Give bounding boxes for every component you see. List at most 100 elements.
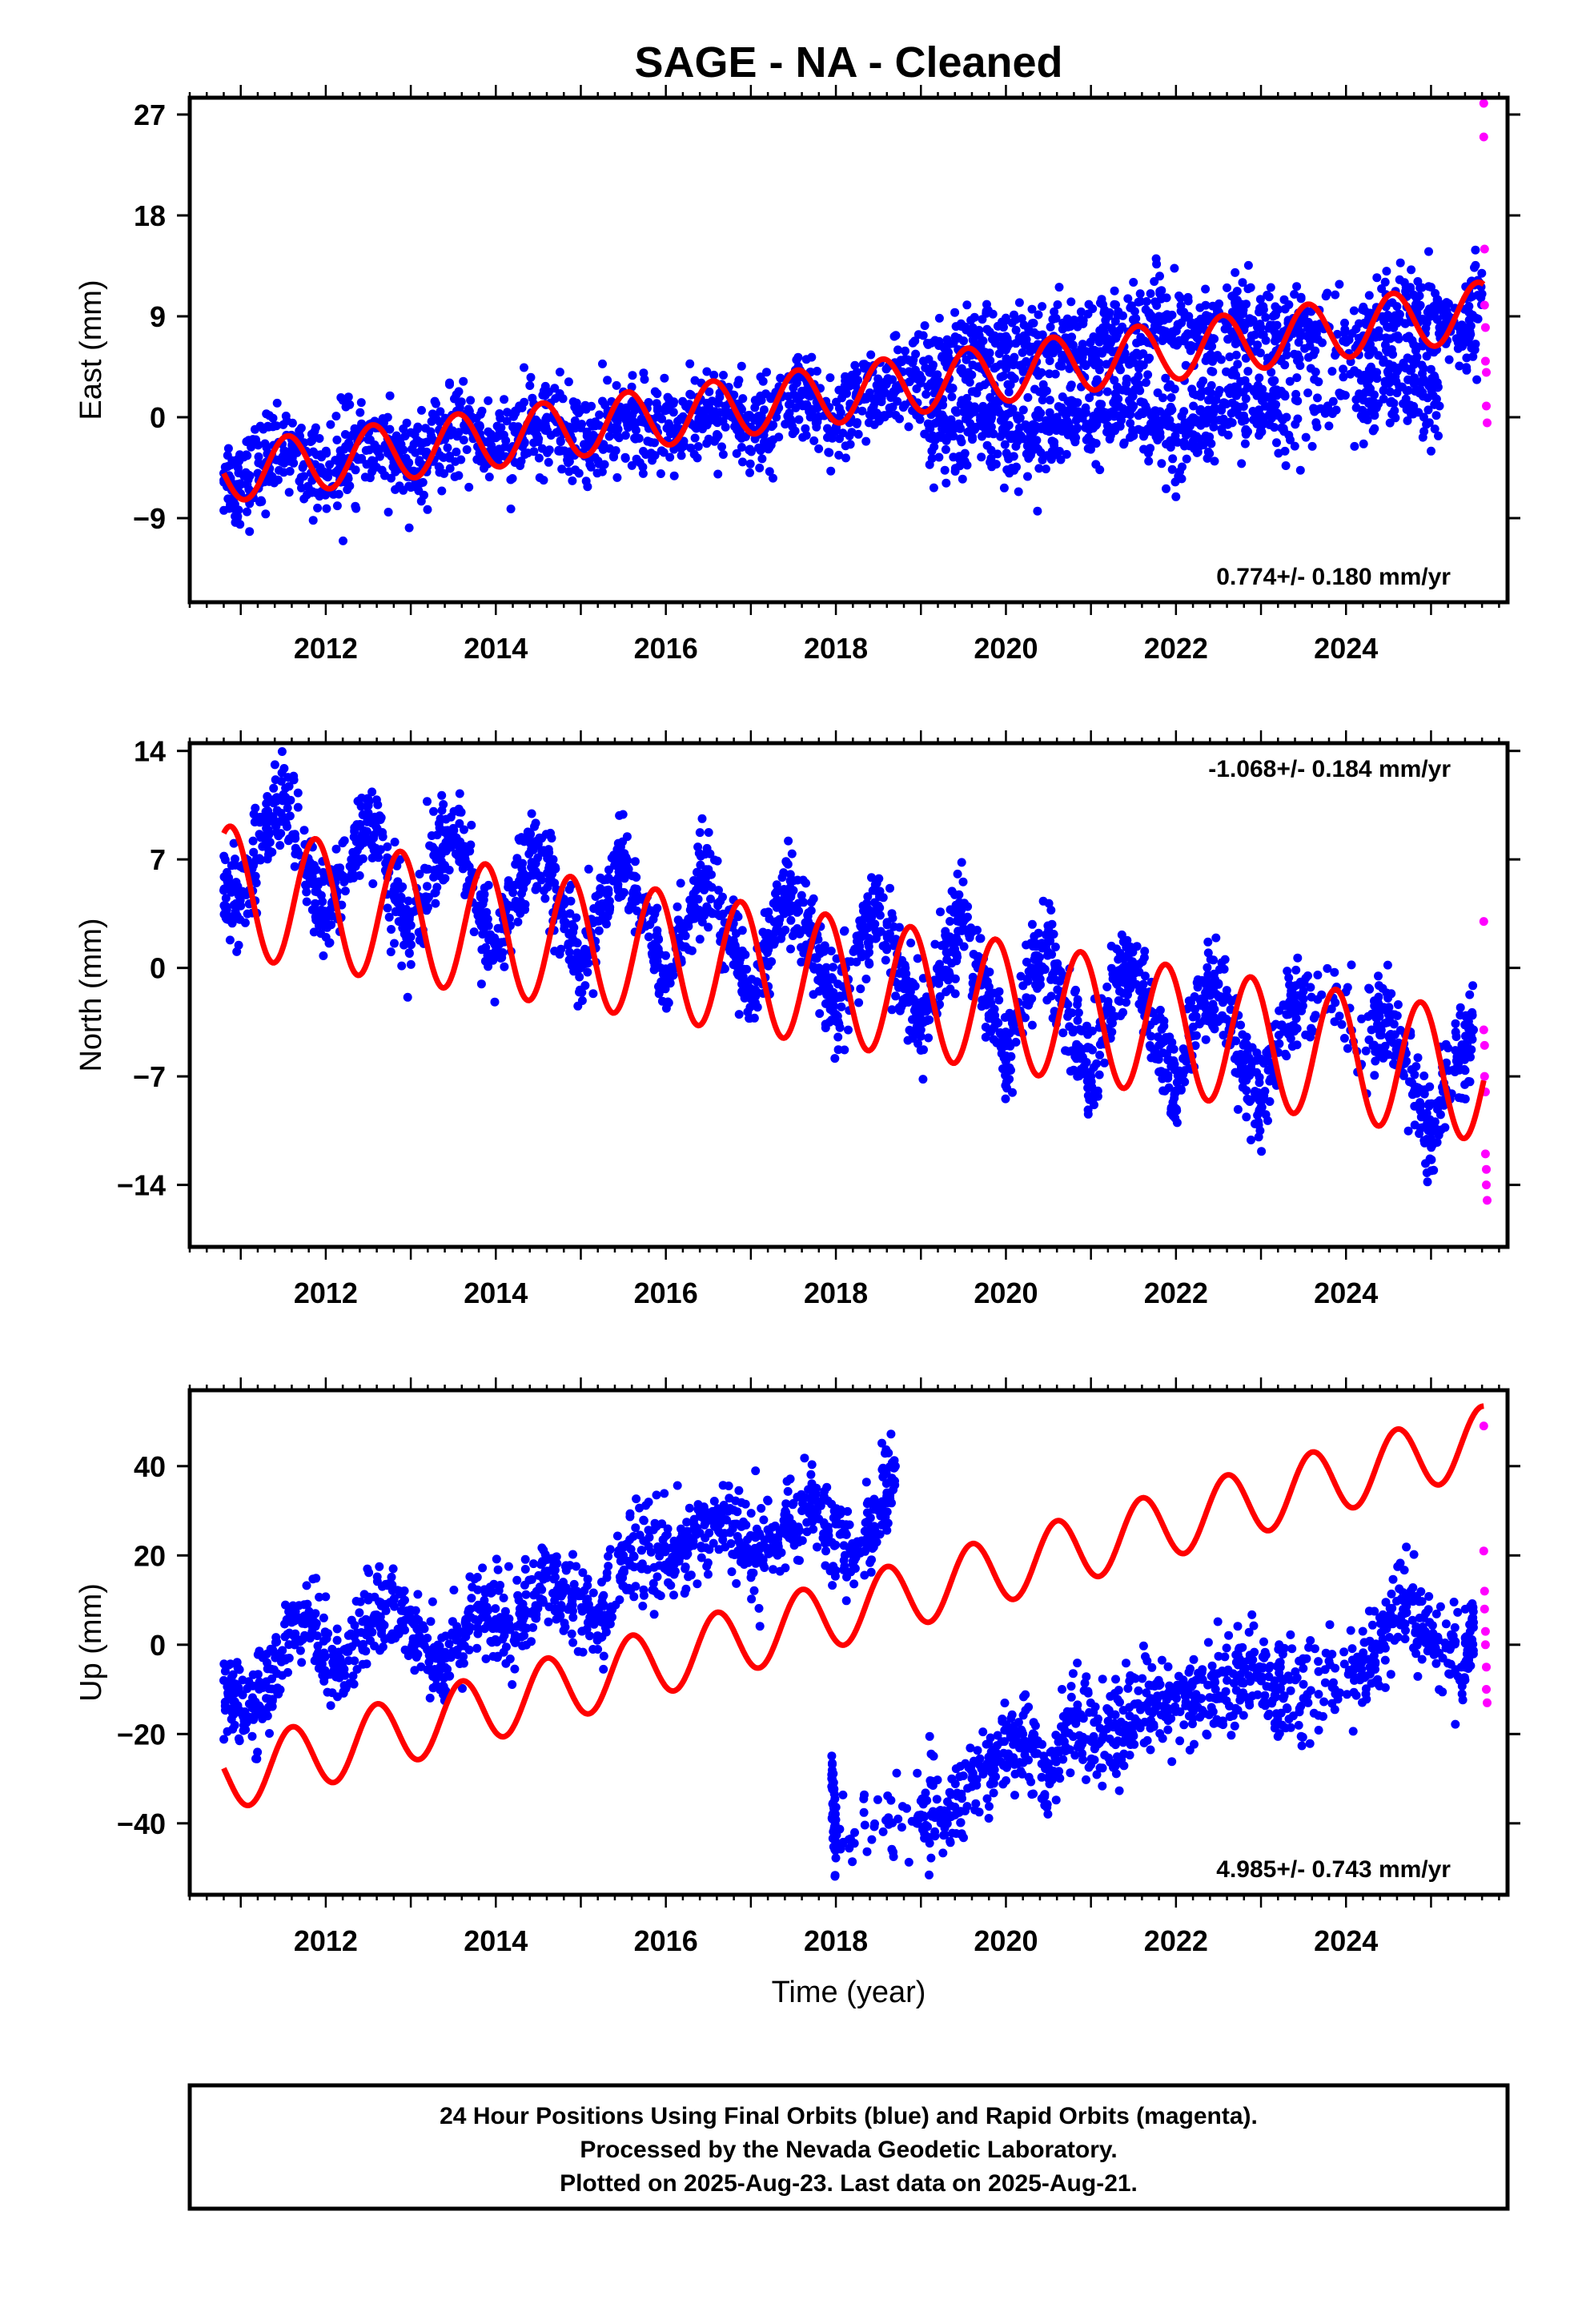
east-data-point: [1129, 278, 1138, 287]
north-data-point: [527, 809, 536, 818]
east-data-point: [769, 473, 777, 483]
north-data-point: [432, 883, 442, 892]
north-data-point: [907, 978, 917, 987]
north-data-point: [383, 903, 392, 913]
north-data-point: [584, 864, 593, 874]
north-series-final-orbits: [219, 747, 1478, 1187]
east-data-point: [1146, 289, 1155, 299]
east-data-point: [531, 415, 540, 424]
north-data-point: [840, 926, 849, 935]
north-data-point: [854, 937, 864, 947]
east-data-point: [1161, 373, 1170, 383]
east-data-point: [1258, 396, 1267, 405]
east-data-point: [874, 416, 884, 426]
north-data-point: [269, 798, 279, 808]
east-data-point: [690, 433, 700, 443]
east-data-point: [399, 424, 408, 433]
east-data-point: [987, 413, 996, 423]
east-data-point: [1480, 300, 1489, 310]
east-data-point: [1205, 339, 1215, 348]
north-data-point: [875, 903, 885, 913]
east-data-point: [620, 405, 629, 415]
north-data-point: [458, 864, 468, 874]
east-data-point: [1139, 444, 1148, 454]
north-data-point: [857, 931, 866, 940]
east-data-point: [1359, 396, 1368, 405]
east-data-point: [520, 363, 528, 372]
north-data-point: [624, 864, 633, 874]
east-data-point: [503, 408, 512, 417]
east-data-point: [785, 408, 794, 418]
east-data-point: [1021, 420, 1030, 429]
east-data-point: [334, 489, 343, 499]
north-data-point: [544, 863, 553, 873]
north-data-point: [249, 858, 259, 868]
east-data-point: [1243, 260, 1253, 270]
east-data-point: [289, 458, 299, 468]
east-data-point: [650, 387, 660, 396]
east-data-point: [1331, 290, 1340, 300]
east-data-point: [1134, 380, 1143, 390]
north-data-point: [339, 871, 348, 881]
north-data-point: [577, 987, 587, 997]
north-data-point: [583, 951, 592, 961]
east-data-point: [1259, 330, 1268, 340]
east-data-point: [1131, 314, 1141, 324]
north-data-point: [258, 842, 267, 851]
north-data-point: [833, 1045, 843, 1055]
east-data-point: [1126, 419, 1135, 428]
east-data-point: [233, 462, 243, 472]
east-data-point: [1087, 346, 1097, 356]
east-data-point: [993, 449, 1002, 459]
east-data-point: [598, 396, 607, 406]
north-data-point: [513, 917, 523, 927]
east-data-point: [598, 359, 607, 368]
east-data-point: [1270, 406, 1279, 416]
east-data-point: [430, 412, 440, 422]
east-data-point: [938, 424, 947, 433]
north-data-point: [486, 930, 496, 939]
east-data-point: [502, 416, 512, 426]
north-data-point: [787, 849, 797, 858]
east-data-point: [901, 346, 909, 356]
east-data-point: [1365, 308, 1375, 318]
east-data-point: [1303, 388, 1313, 398]
north-data-point: [707, 883, 717, 892]
north-data-point: [875, 911, 885, 920]
north-data-point: [891, 991, 901, 1001]
east-data-point: [931, 435, 940, 444]
north-data-point: [283, 803, 292, 813]
east-data-point: [423, 505, 432, 514]
east-data-point: [1453, 338, 1463, 348]
east-data-point: [1102, 387, 1112, 396]
east-data-point: [1207, 380, 1216, 390]
north-data-point: [947, 887, 957, 896]
east-data-point: [1232, 383, 1242, 392]
north-data-point: [423, 797, 432, 806]
east-data-point: [339, 536, 347, 545]
east-data-point: [807, 352, 817, 362]
east-data-point: [1181, 360, 1191, 370]
east-data-point: [646, 450, 656, 460]
east-data-point: [638, 462, 648, 472]
east-data-point: [436, 407, 445, 416]
east-data-point: [245, 527, 255, 537]
east-data-point: [1114, 307, 1123, 316]
east-data-point: [1419, 316, 1429, 325]
north-data-point: [462, 882, 472, 891]
east-data-point: [1180, 441, 1189, 451]
east-data-point: [1050, 437, 1059, 447]
east-data-point: [1392, 388, 1402, 398]
north-data-point: [477, 922, 487, 931]
north-data-point: [535, 833, 544, 842]
east-data-point: [421, 424, 430, 433]
east-data-point: [1092, 375, 1102, 384]
east-data-point: [1219, 398, 1229, 408]
east-data-point: [737, 443, 746, 452]
east-data-point: [346, 432, 355, 441]
north-data-point: [718, 892, 727, 902]
east-data-point: [1038, 455, 1047, 464]
north-data-point: [784, 836, 793, 846]
east-data-point: [804, 391, 813, 400]
north-data-point: [476, 890, 485, 899]
